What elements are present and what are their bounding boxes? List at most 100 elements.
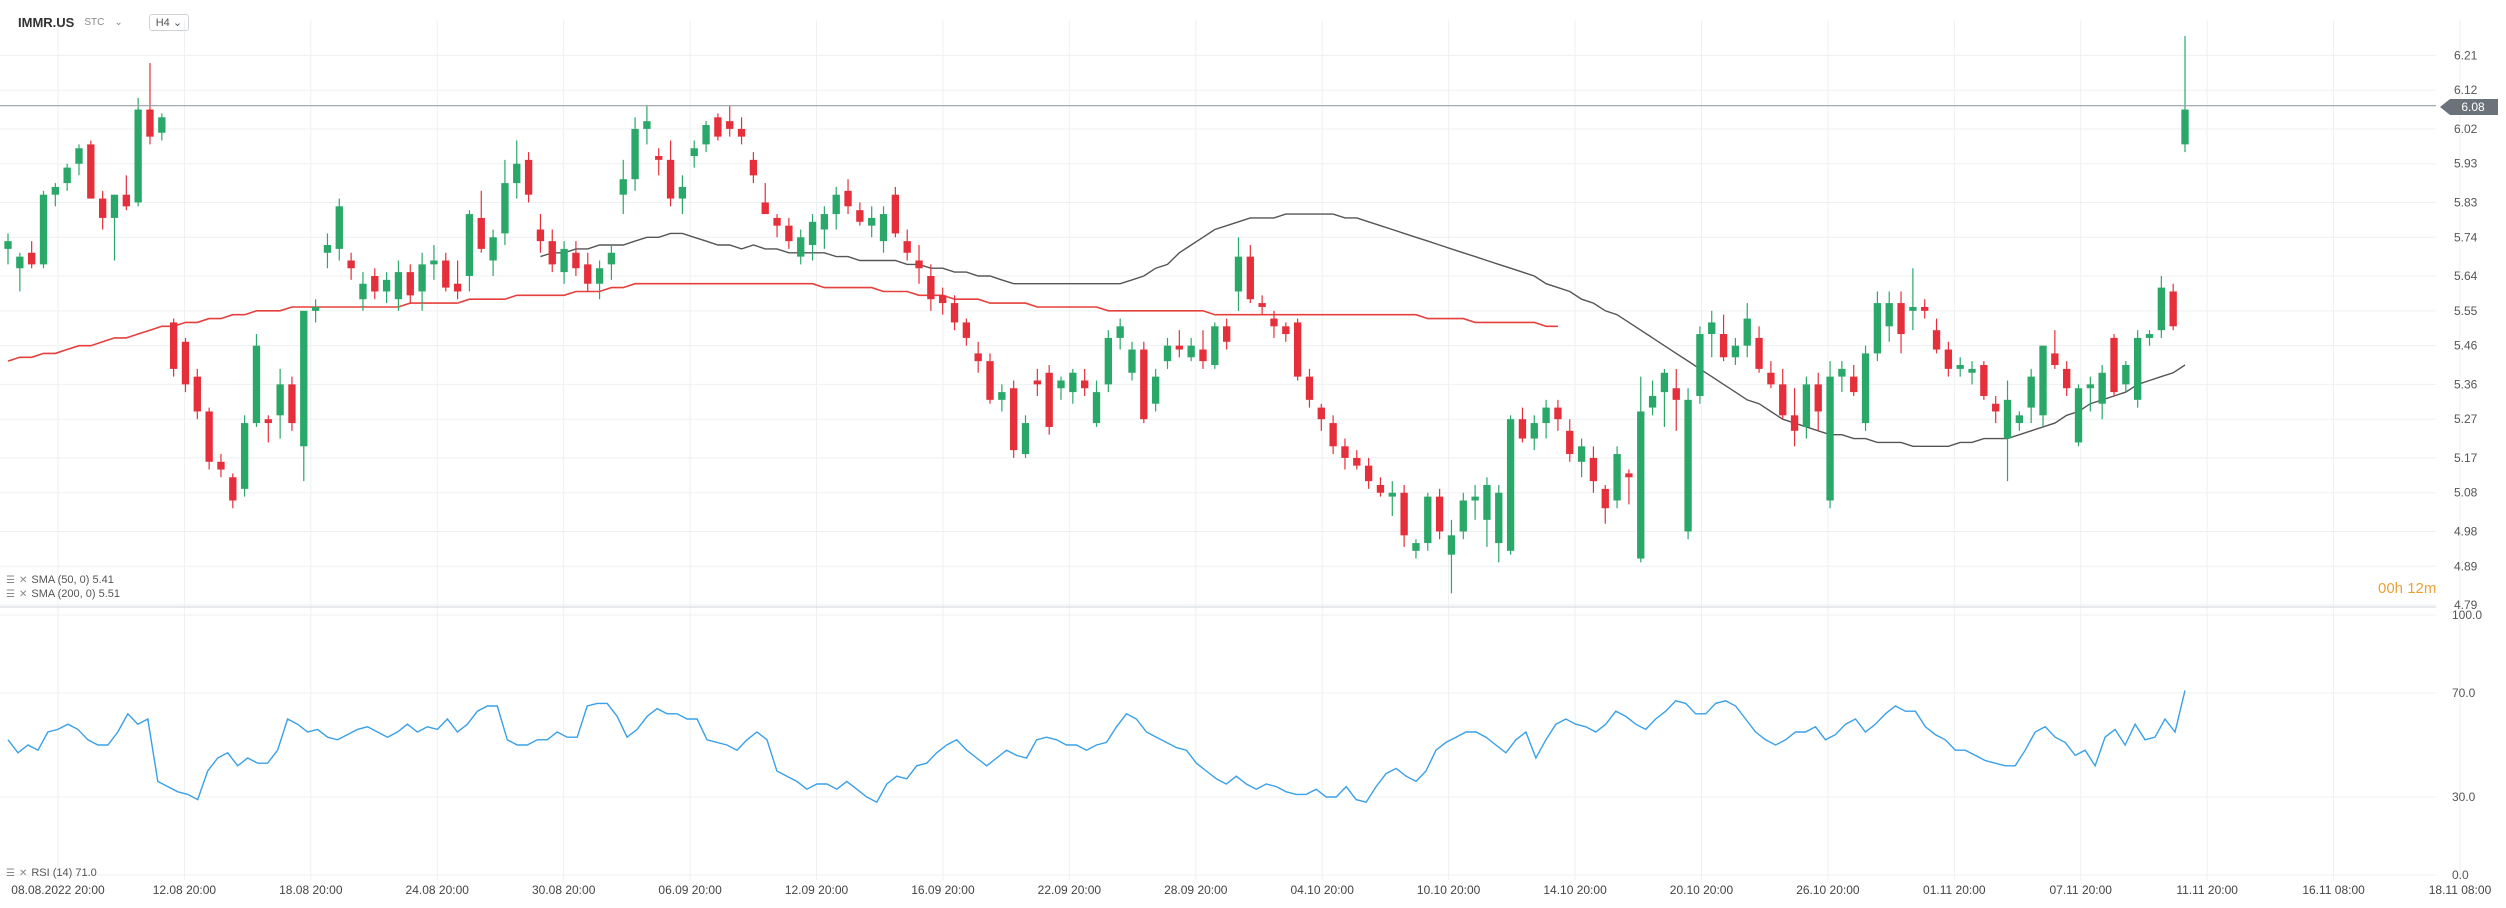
candle — [146, 63, 154, 145]
price-tick-label: 5.17 — [2454, 451, 2478, 465]
candle — [1779, 368, 1787, 420]
time-tick-label: 16.09 20:00 — [911, 883, 975, 897]
candle-body — [1140, 349, 1148, 420]
candle-body — [927, 275, 935, 300]
symbol-name[interactable]: IMMR.US — [18, 15, 75, 30]
candle-body — [1506, 419, 1515, 551]
candle — [808, 214, 817, 261]
candle — [678, 175, 687, 215]
candle-body — [572, 252, 580, 269]
candle — [1968, 361, 1976, 385]
candle-body — [406, 272, 414, 296]
candle-body — [1637, 411, 1645, 559]
candle — [572, 241, 580, 276]
time-tick-label: 30.08 20:00 — [532, 883, 596, 897]
candle — [797, 229, 805, 265]
candle — [465, 210, 474, 292]
candle — [276, 368, 284, 439]
price-tick-label: 5.93 — [2454, 157, 2478, 171]
rsi-path — [7, 690, 2186, 804]
time-tick-label: 07.11 20:00 — [2049, 883, 2112, 897]
candle — [1566, 419, 1574, 462]
candle — [134, 97, 142, 207]
candle — [1755, 326, 1763, 373]
candle — [2003, 380, 2012, 482]
timeframe-select[interactable]: H4 ⌄ — [148, 14, 190, 31]
legend-rsi[interactable]: ☰ ✕ RSI (14) 71.0 — [6, 867, 97, 879]
candle-body — [1613, 454, 1621, 501]
close-icon[interactable]: ✕ — [18, 867, 28, 879]
menu-icon[interactable]: ☰ — [6, 867, 15, 879]
candle-body — [1069, 372, 1077, 393]
candle-body — [773, 217, 781, 226]
candle-body — [1199, 349, 1207, 362]
candle — [1211, 322, 1219, 369]
candle-body — [560, 248, 568, 273]
close-icon[interactable]: ✕ — [18, 574, 28, 586]
candle — [1861, 345, 1870, 431]
time-tick-label: 20.10 20:00 — [1670, 883, 1734, 897]
candle-body — [891, 194, 900, 234]
legend-sma200[interactable]: ☰ ✕ SMA (200, 0) 5.51 — [6, 588, 120, 600]
candle-body — [1483, 485, 1491, 520]
candle — [1838, 361, 1846, 393]
candle-body — [27, 252, 36, 265]
candle-body — [844, 190, 852, 207]
candle-body — [998, 392, 1006, 400]
candle-body — [1601, 488, 1609, 509]
rsi-axis: 100.0 70.0 30.0 0.0 — [2452, 608, 2482, 882]
candle — [1932, 318, 1941, 354]
candle-body — [181, 341, 190, 385]
candle-body — [1151, 376, 1160, 404]
rsi-tick-label: 30.0 — [2452, 790, 2476, 804]
candle-body — [1731, 345, 1740, 358]
candles[interactable] — [4, 36, 2189, 594]
menu-icon[interactable]: ☰ — [6, 588, 15, 600]
candle-body — [2122, 365, 2130, 385]
close-icon[interactable]: ✕ — [18, 588, 28, 600]
candle-body — [1412, 543, 1420, 551]
candle-body — [714, 117, 722, 137]
candle — [595, 260, 604, 300]
candle-body — [1021, 423, 1030, 455]
candle — [2051, 330, 2059, 369]
legend-sma50[interactable]: ☰ ✕ SMA (50, 0) 5.41 — [6, 574, 114, 586]
candle-body — [2086, 384, 2095, 389]
candle-body — [169, 322, 178, 369]
candle — [1246, 245, 1254, 304]
candle-body — [217, 461, 225, 470]
candle — [1021, 415, 1030, 458]
candle — [1081, 368, 1089, 396]
candle-body — [146, 109, 154, 137]
candle — [1696, 326, 1704, 404]
candle — [915, 245, 923, 284]
candle-body — [1861, 353, 1870, 424]
candle — [193, 368, 201, 420]
candle-body — [903, 241, 911, 253]
candle — [927, 264, 935, 311]
candle-body — [607, 252, 616, 265]
candle — [1625, 469, 1633, 505]
candle-body — [1282, 326, 1290, 335]
candle — [974, 341, 982, 373]
candle — [1199, 330, 1207, 369]
chevron-down-icon[interactable]: ⌄ — [114, 17, 123, 28]
candle — [726, 105, 734, 137]
candle-body — [1814, 384, 1822, 412]
candle — [1282, 322, 1290, 342]
candle — [631, 117, 639, 191]
candle-body — [1222, 326, 1231, 342]
candle — [489, 229, 497, 276]
menu-icon[interactable]: ☰ — [6, 574, 15, 586]
candle — [1317, 403, 1325, 431]
candle — [2122, 361, 2130, 393]
candle-body — [879, 214, 888, 242]
time-tick-label: 10.10 20:00 — [1417, 883, 1481, 897]
candle — [1802, 376, 1811, 439]
candle — [300, 310, 308, 482]
candle-body — [1116, 326, 1124, 338]
candle-body — [2098, 372, 2106, 404]
candle-body — [453, 283, 462, 292]
candle-body — [962, 322, 971, 338]
